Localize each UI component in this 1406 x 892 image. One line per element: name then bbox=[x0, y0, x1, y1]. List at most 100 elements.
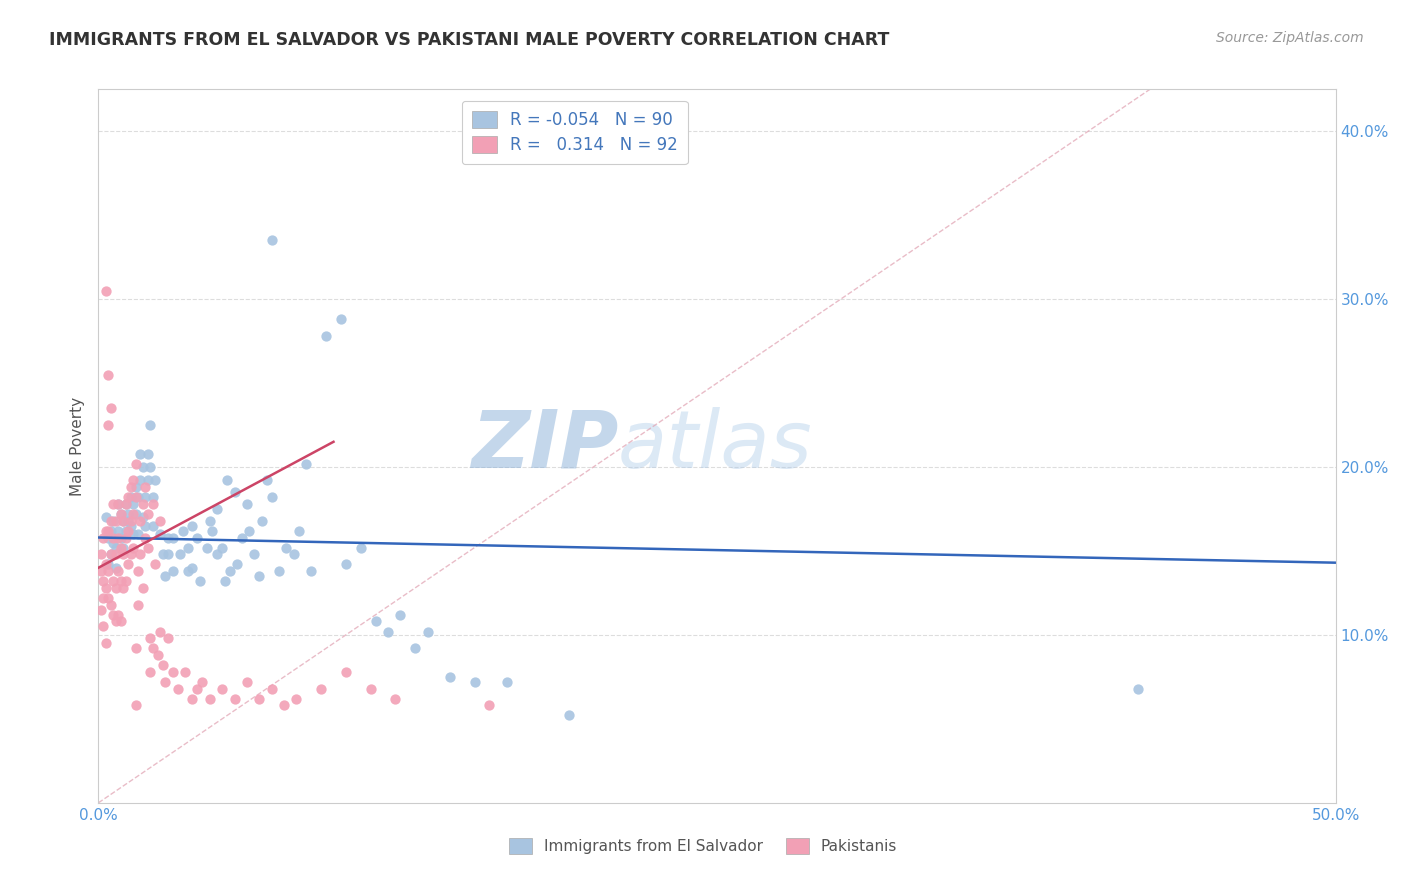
Point bbox=[195, 541, 218, 555]
Y-axis label: Male Poverty: Male Poverty bbox=[70, 396, 86, 496]
Point bbox=[120, 490, 142, 504]
Point bbox=[260, 233, 283, 247]
Point bbox=[166, 681, 188, 696]
Point bbox=[288, 524, 311, 538]
Point bbox=[132, 497, 155, 511]
Point bbox=[93, 531, 115, 545]
Point bbox=[218, 564, 240, 578]
Point bbox=[100, 547, 122, 561]
Point bbox=[117, 524, 139, 538]
Point bbox=[120, 547, 142, 561]
Point bbox=[124, 490, 146, 504]
Point bbox=[134, 480, 156, 494]
Point bbox=[260, 681, 283, 696]
Point bbox=[97, 558, 120, 572]
Point bbox=[139, 460, 162, 475]
Point bbox=[124, 698, 146, 713]
Point bbox=[90, 564, 112, 578]
Point bbox=[129, 474, 152, 488]
Point bbox=[122, 541, 145, 555]
Point bbox=[143, 558, 166, 572]
Point bbox=[129, 446, 152, 460]
Point bbox=[231, 531, 253, 545]
Point bbox=[136, 474, 159, 488]
Point bbox=[120, 518, 142, 533]
Point bbox=[236, 497, 259, 511]
Point bbox=[224, 485, 246, 500]
Point bbox=[1126, 681, 1149, 696]
Point bbox=[104, 514, 127, 528]
Point bbox=[110, 507, 132, 521]
Point bbox=[377, 624, 399, 639]
Point bbox=[127, 564, 149, 578]
Point bbox=[315, 329, 337, 343]
Point bbox=[142, 490, 165, 504]
Point bbox=[295, 457, 318, 471]
Point bbox=[152, 547, 174, 561]
Point bbox=[176, 564, 198, 578]
Point bbox=[139, 665, 162, 679]
Point bbox=[188, 574, 211, 589]
Point bbox=[122, 474, 145, 488]
Point bbox=[142, 518, 165, 533]
Point bbox=[127, 598, 149, 612]
Point bbox=[94, 510, 117, 524]
Point bbox=[172, 524, 194, 538]
Point bbox=[149, 514, 172, 528]
Point bbox=[267, 564, 290, 578]
Point bbox=[283, 547, 305, 561]
Point bbox=[149, 527, 172, 541]
Point bbox=[124, 457, 146, 471]
Point bbox=[191, 674, 214, 689]
Point bbox=[404, 641, 426, 656]
Point bbox=[360, 681, 382, 696]
Point bbox=[211, 681, 233, 696]
Point bbox=[100, 514, 122, 528]
Point bbox=[129, 547, 152, 561]
Point bbox=[134, 490, 156, 504]
Point bbox=[156, 547, 179, 561]
Point bbox=[97, 368, 120, 382]
Point bbox=[107, 607, 129, 622]
Point bbox=[112, 514, 135, 528]
Point bbox=[134, 531, 156, 545]
Point bbox=[247, 569, 270, 583]
Point bbox=[104, 560, 127, 574]
Point bbox=[201, 524, 224, 538]
Point bbox=[389, 607, 412, 622]
Point bbox=[120, 480, 142, 494]
Text: ZIP: ZIP bbox=[471, 407, 619, 485]
Point bbox=[114, 497, 136, 511]
Point bbox=[139, 417, 162, 432]
Point bbox=[132, 510, 155, 524]
Point bbox=[103, 574, 125, 589]
Point bbox=[127, 490, 149, 504]
Point bbox=[329, 312, 352, 326]
Point bbox=[276, 541, 298, 555]
Point bbox=[100, 524, 122, 538]
Point bbox=[142, 641, 165, 656]
Point bbox=[112, 514, 135, 528]
Point bbox=[152, 658, 174, 673]
Point bbox=[557, 708, 579, 723]
Point bbox=[478, 698, 501, 713]
Point bbox=[122, 497, 145, 511]
Point bbox=[127, 527, 149, 541]
Point bbox=[100, 547, 122, 561]
Point bbox=[236, 674, 259, 689]
Point bbox=[129, 514, 152, 528]
Text: Source: ZipAtlas.com: Source: ZipAtlas.com bbox=[1216, 31, 1364, 45]
Point bbox=[384, 691, 406, 706]
Legend: Immigrants from El Salvador, Pakistanis: Immigrants from El Salvador, Pakistanis bbox=[501, 830, 905, 862]
Point bbox=[93, 619, 115, 633]
Point bbox=[162, 531, 184, 545]
Point bbox=[335, 665, 357, 679]
Point bbox=[155, 674, 177, 689]
Point bbox=[243, 547, 266, 561]
Point bbox=[211, 541, 233, 555]
Point bbox=[149, 624, 172, 639]
Point bbox=[93, 574, 115, 589]
Legend: R = -0.054   N = 90, R =   0.314   N = 92: R = -0.054 N = 90, R = 0.314 N = 92 bbox=[461, 101, 688, 164]
Point bbox=[226, 558, 249, 572]
Point bbox=[309, 681, 332, 696]
